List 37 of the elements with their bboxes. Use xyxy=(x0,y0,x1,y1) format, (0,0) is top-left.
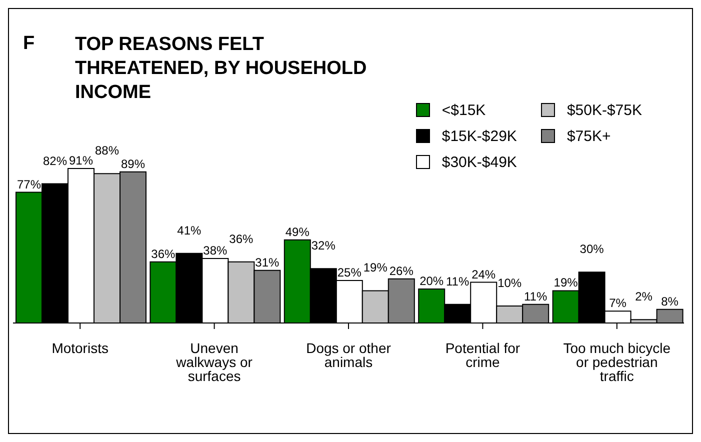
data-label: 89% xyxy=(120,156,146,171)
legend-label: $30K-$49K xyxy=(442,154,517,170)
x-tick-label: Dogs or other animals xyxy=(306,340,392,370)
data-label: 88% xyxy=(94,144,120,158)
x-tick-label: Too much bicycle or pedestrian traffic xyxy=(563,340,671,384)
data-label: 77% xyxy=(16,177,42,192)
data-label: 31% xyxy=(255,255,280,270)
data-label: 41% xyxy=(177,223,202,238)
legend-label: <$15K xyxy=(442,102,486,118)
data-label: 2% xyxy=(635,290,653,304)
x-tick-label: Motorists xyxy=(52,340,108,356)
data-label: 10% xyxy=(498,276,522,290)
x-tick-label: Potential for crime xyxy=(445,340,520,370)
data-label: 49% xyxy=(285,224,310,239)
data-label: 11% xyxy=(524,289,548,304)
data-label: 25% xyxy=(337,266,362,280)
data-label: 19% xyxy=(554,276,578,290)
data-label: 8% xyxy=(661,294,679,308)
legend-label: $75K+ xyxy=(566,128,611,144)
data-label: 36% xyxy=(151,246,176,261)
data-label: 11% xyxy=(446,274,470,288)
legend-label: $15K-$29K xyxy=(442,128,517,144)
chart-title: TOP REASONS FELT THREATENED, BY HOUSEHOLD INCOME xyxy=(75,33,368,105)
data-label: 91% xyxy=(68,154,94,168)
data-label: 82% xyxy=(42,154,68,168)
legend-label: $50K-$75K xyxy=(566,102,642,118)
data-label: 36% xyxy=(229,232,254,246)
data-label: 32% xyxy=(311,238,336,253)
data-label: 20% xyxy=(420,274,444,288)
data-label: 26% xyxy=(389,264,414,278)
x-tick-label: Uneven walkways or surfaces xyxy=(175,340,253,384)
data-label: 30% xyxy=(580,242,604,256)
data-label: 7% xyxy=(609,296,627,310)
data-label: 24% xyxy=(472,267,496,282)
text: F xyxy=(23,33,35,55)
data-label: 38% xyxy=(203,243,228,258)
data-label: 19% xyxy=(363,260,388,275)
